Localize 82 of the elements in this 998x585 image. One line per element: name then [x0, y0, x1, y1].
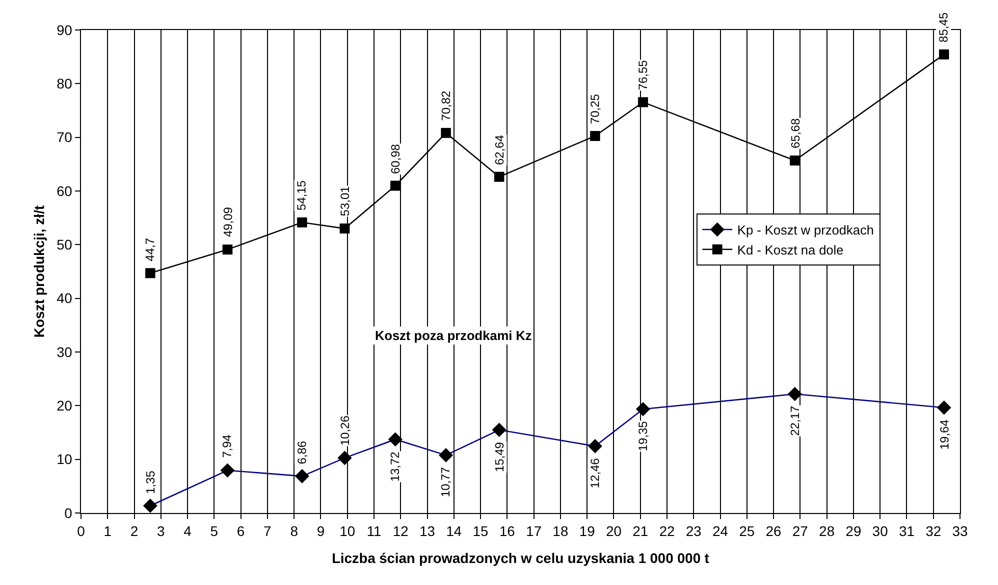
- x-axis-title: Liczba ścian prowadzonych w celu uzyskania 1 000 000 t: [332, 550, 710, 566]
- x-tick-label: 7: [264, 522, 272, 539]
- x-tick-label: 11: [366, 522, 382, 539]
- x-tick-label: 9: [316, 522, 325, 539]
- legend-label: Kd - Koszt na dole: [737, 242, 844, 258]
- x-tick-label: 22: [659, 522, 675, 539]
- x-tick-label: 29: [846, 522, 862, 539]
- x-tick-label: 18: [552, 522, 568, 539]
- x-tick-label: 31: [898, 522, 915, 539]
- x-tick-label: 27: [792, 522, 808, 539]
- data-label: 15,49: [492, 442, 506, 472]
- y-tick-label: 0: [64, 504, 72, 521]
- y-tick-label: 20: [56, 398, 72, 414]
- data-label: 76,55: [636, 60, 650, 90]
- point: [939, 49, 950, 60]
- point: [390, 180, 400, 191]
- data-label: 1,35: [144, 470, 158, 494]
- data-label: 53,01: [338, 186, 352, 216]
- data-label: 13,72: [388, 451, 402, 482]
- y-tick-label: 40: [56, 290, 72, 306]
- x-tick-label: 5: [210, 522, 218, 539]
- x-tick-label: 10: [340, 522, 356, 539]
- x-tick-label: 23: [686, 522, 702, 539]
- x-tick-label: 33: [952, 522, 968, 539]
- x-tick-label: 8: [290, 522, 298, 539]
- x-tick-label: 28: [819, 522, 835, 539]
- data-label: 22,17: [788, 406, 802, 436]
- data-label: 65,68: [788, 118, 802, 148]
- x-tick-label: 15: [472, 522, 489, 539]
- data-label: 10,77: [438, 466, 453, 498]
- x-tick-label: 30: [872, 522, 888, 539]
- data-label: 70,82: [438, 90, 453, 121]
- point: [638, 97, 648, 108]
- data-label: 6,86: [294, 440, 309, 464]
- x-tick-label: 24: [712, 522, 728, 539]
- data-label: 19,35: [636, 420, 650, 452]
- data-label: 44,7: [143, 238, 158, 262]
- y-tick-label: 70: [56, 129, 72, 146]
- point: [590, 130, 600, 141]
- data-label: 62,64: [492, 134, 506, 166]
- data-label: 19,64: [937, 419, 952, 450]
- x-tick-label: 4: [184, 522, 192, 539]
- point: [145, 268, 156, 278]
- x-tick-label: 6: [236, 522, 245, 539]
- legend-label: Kp - Koszt w przodkach: [737, 222, 874, 238]
- point: [222, 244, 232, 255]
- y-tick-label: 50: [56, 236, 72, 253]
- x-tick-label: 13: [419, 522, 436, 539]
- point: [297, 217, 308, 228]
- data-label: 49,09: [220, 206, 235, 238]
- x-tick-label: 25: [739, 522, 755, 539]
- x-tick-label: 20: [606, 522, 622, 539]
- x-tick-label: 17: [526, 522, 542, 539]
- x-tick-label: 16: [499, 522, 516, 539]
- x-tick-label: 2: [130, 522, 138, 539]
- x-tick-label: 14: [446, 522, 462, 539]
- x-tick-label: 32: [926, 522, 942, 539]
- x-tick-label: 21: [632, 522, 648, 539]
- x-tick-label: 1: [104, 522, 112, 539]
- y-tick-label: 80: [56, 76, 72, 92]
- x-tick-label: 3: [157, 522, 166, 539]
- y-tick-label: 10: [56, 451, 72, 468]
- point: [340, 224, 350, 234]
- point: [494, 172, 504, 182]
- x-tick-label: 26: [766, 522, 782, 539]
- y-tick-label: 90: [56, 22, 72, 38]
- y-tick-label: 30: [56, 344, 72, 360]
- data-label: 7,94: [220, 434, 234, 458]
- data-label: 85,45: [936, 12, 951, 42]
- data-label: 10,26: [338, 415, 352, 446]
- data-label: 70,25: [588, 94, 602, 124]
- point: [440, 128, 451, 138]
- data-label: 60,98: [388, 144, 403, 174]
- y-tick-label: 60: [56, 182, 72, 199]
- x-tick-label: 12: [392, 522, 409, 539]
- data-label: 12,46: [588, 458, 602, 488]
- point: [790, 156, 800, 166]
- y-axis-title: Koszt produkcji, zł/t: [31, 205, 48, 338]
- annotation: Koszt poza przodkami Kz: [375, 328, 532, 343]
- data-label: 54,15: [294, 180, 309, 210]
- x-tick-label: 0: [77, 522, 86, 539]
- x-tick-label: 19: [579, 522, 596, 539]
